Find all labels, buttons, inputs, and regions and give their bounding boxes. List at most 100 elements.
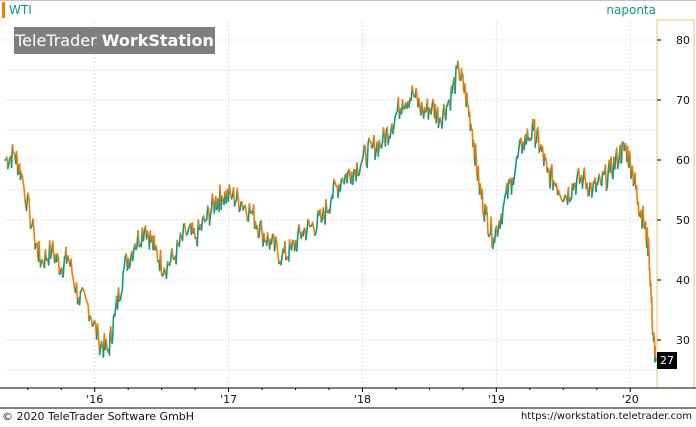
price-segment <box>486 213 489 236</box>
price-segment <box>236 187 240 199</box>
price-segment <box>408 97 411 108</box>
price-segment <box>458 69 461 81</box>
price-segment <box>319 208 323 223</box>
price-segment <box>583 167 587 181</box>
symbol-color-marker <box>2 2 5 18</box>
price-segment <box>631 165 634 173</box>
price-segment <box>25 192 29 212</box>
price-segment <box>137 229 140 248</box>
price-segment <box>208 213 212 226</box>
price-segment <box>418 97 421 109</box>
price-segment <box>175 239 178 265</box>
price-segment <box>518 139 521 150</box>
price-segment <box>131 249 135 262</box>
price-segment <box>215 195 218 211</box>
price-segment <box>90 317 94 327</box>
price-segment <box>315 225 318 235</box>
price-segment <box>44 249 48 261</box>
price-segment <box>437 118 441 129</box>
price-segment <box>427 107 431 120</box>
price-segment <box>181 223 185 242</box>
price-segment <box>171 247 174 259</box>
price-segment <box>541 145 545 157</box>
price-segment <box>270 233 274 245</box>
price-segment <box>430 105 433 115</box>
price-segment <box>374 149 377 160</box>
price-segment <box>211 193 215 203</box>
price-segment <box>415 88 418 98</box>
y-tick-label: 60 <box>676 154 690 167</box>
last-price-badge: 27 <box>657 352 677 369</box>
price-segment <box>361 153 365 161</box>
price-segment <box>36 242 39 257</box>
price-segment <box>545 157 548 164</box>
price-segment <box>441 113 444 129</box>
price-segment <box>490 216 493 248</box>
price-segment <box>217 198 220 205</box>
price-segment <box>284 240 287 261</box>
price-segment <box>435 113 438 124</box>
price-segment <box>567 186 570 201</box>
price-segment <box>168 258 172 267</box>
source-url[interactable]: https://workstation.teletrader.com <box>520 411 692 422</box>
price-segment <box>549 168 552 189</box>
price-segment <box>57 257 61 276</box>
chart-interval-label: naponta <box>606 3 656 17</box>
price-segment <box>516 148 520 159</box>
price-segment <box>629 157 632 180</box>
y-axis-frame <box>656 19 695 389</box>
price-segment <box>346 171 349 184</box>
price-segment <box>51 240 55 256</box>
price-segment <box>464 82 467 95</box>
price-segment <box>322 206 325 218</box>
price-segment <box>290 239 294 251</box>
copyright-notice: © 2020 TeleTrader Software GmbH <box>2 410 195 423</box>
price-segment <box>183 223 187 233</box>
price-segment <box>316 210 319 228</box>
price-segment <box>111 335 114 345</box>
price-segment <box>193 227 196 239</box>
price-segment <box>617 153 621 165</box>
x-tick-label: '17 <box>220 393 237 406</box>
price-segment <box>108 332 111 356</box>
price-segment <box>642 205 645 221</box>
price-segment <box>364 145 368 165</box>
price-segment <box>588 181 591 197</box>
price-segment <box>514 155 518 168</box>
price-segment <box>38 240 41 260</box>
x-tick-label: '19 <box>488 393 505 406</box>
price-segment <box>277 252 280 265</box>
y-tick-label: 30 <box>676 334 690 347</box>
price-segment <box>244 204 248 213</box>
price-segment <box>393 116 396 127</box>
price-segment <box>512 174 516 186</box>
price-segment <box>503 195 506 205</box>
price-segment <box>245 210 249 222</box>
price-segment <box>382 127 386 137</box>
price-segment <box>117 287 121 302</box>
price-segment <box>159 249 163 275</box>
chart-symbol-label: WTI <box>9 3 32 17</box>
price-series <box>4 60 657 363</box>
price-segment <box>59 267 63 275</box>
price-segment <box>96 323 100 341</box>
price-segment <box>506 178 510 200</box>
price-segment <box>485 205 489 216</box>
price-segment <box>477 165 480 185</box>
price-segment <box>325 199 328 213</box>
price-segment <box>634 172 637 187</box>
price-segment <box>474 143 478 160</box>
price-segment <box>239 201 242 211</box>
price-segment <box>614 155 617 170</box>
price-segment <box>328 201 332 214</box>
price-segment <box>572 183 575 191</box>
price-segment <box>596 178 600 186</box>
price-segment <box>275 241 279 255</box>
price-segment <box>11 144 15 153</box>
price-segment <box>98 345 102 356</box>
price-segment <box>384 129 388 148</box>
price-segment <box>493 229 497 244</box>
price-segment <box>70 258 74 275</box>
price-segment <box>39 261 42 268</box>
y-tick-label: 50 <box>676 214 690 227</box>
